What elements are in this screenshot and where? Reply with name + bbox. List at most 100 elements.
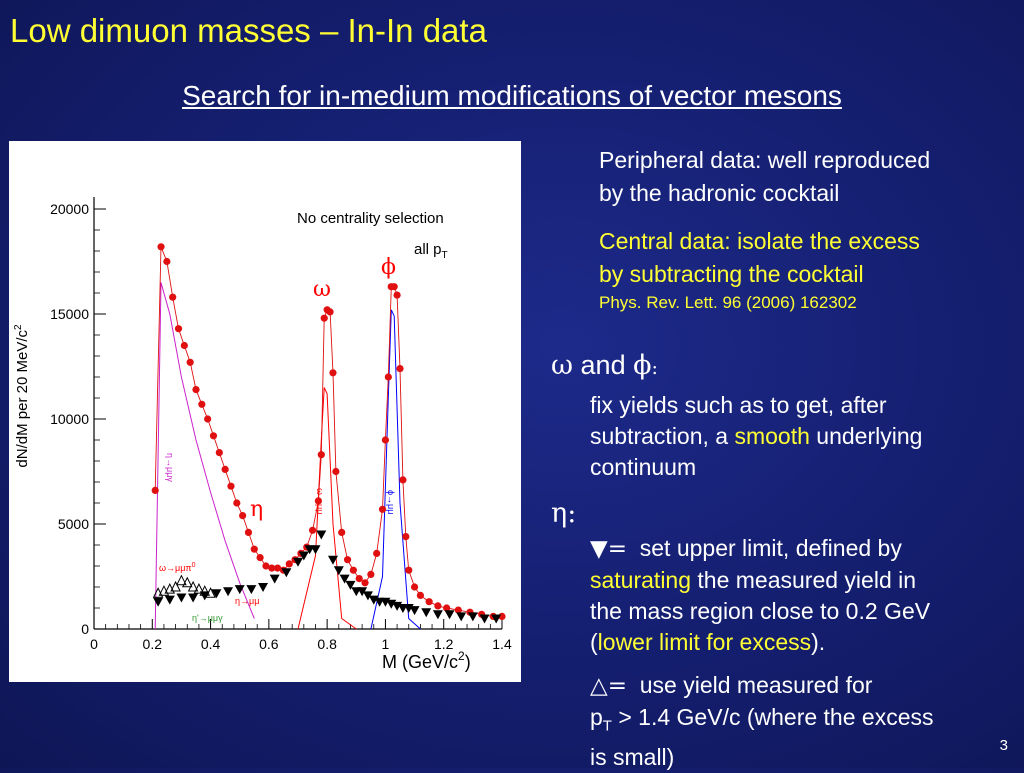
data-point: [317, 451, 325, 459]
data-point: [250, 545, 258, 553]
upper-limit-point: [357, 587, 368, 597]
upper-limit-point: [444, 610, 455, 620]
lower-limit-highlight: lower limit for excess: [597, 629, 812, 655]
eta-lower-line-1: △= use yield measured for: [590, 672, 873, 699]
omega-label: ω: [313, 277, 331, 302]
phi-label: ϕ: [381, 255, 396, 280]
upper-limit-point: [421, 608, 432, 618]
data-point: [384, 373, 392, 381]
eta-upper-line-3: the mass region close to 0.2 GeV: [590, 598, 931, 624]
data-point: [314, 497, 322, 505]
triangle-up-marker-icon: △=: [590, 673, 627, 699]
colon: :: [567, 498, 577, 529]
eta-dalitz-curve: [154, 282, 255, 630]
central-line-2: by subtracting the cocktail: [599, 261, 864, 287]
upper-limit-point: [246, 585, 257, 595]
lower-limit-point: [199, 585, 211, 596]
triangle-down-marker-icon: ▼=: [590, 536, 627, 562]
lower-limit-point: [193, 582, 205, 594]
data-point: [285, 560, 293, 568]
data-point: [326, 308, 334, 316]
eta-upper-line-1: ▼= set upper limit, defined by: [590, 535, 902, 562]
upper-limit-point: [467, 612, 478, 622]
phi-2mu-label: ϕ→μμ: [386, 490, 396, 514]
omega-curve: [297, 387, 357, 630]
data-point: [169, 293, 177, 301]
data-point: [151, 486, 159, 494]
data-point: [332, 467, 340, 476]
data-point: [410, 583, 419, 591]
lower-limit-point: [170, 580, 181, 592]
x-tick-label: 0.8: [317, 636, 337, 652]
data-point: [343, 556, 352, 564]
upper-limit-point: [281, 568, 292, 578]
upper-limit-point: [176, 593, 187, 603]
data-point: [157, 243, 165, 251]
data-point: [338, 528, 346, 536]
data-point: [274, 564, 282, 572]
upper-limit-point: [362, 591, 373, 601]
x-axis-label: M (GeV/c2): [382, 649, 471, 672]
central-line-1: Central data: isolate the excess: [599, 228, 920, 254]
data-point: [378, 505, 387, 513]
data-point: [256, 554, 264, 562]
data-point: [204, 415, 212, 423]
data-point: [349, 566, 357, 574]
x-tick-label: 0.4: [201, 636, 221, 652]
saturating-highlight: saturating: [590, 567, 692, 593]
data-point: [244, 528, 253, 536]
upper-limit-point: [409, 606, 420, 616]
lower-limit-point: [176, 574, 187, 586]
omega-phi-line-2: subtraction, a smooth underlying: [590, 423, 923, 449]
y-tick-label: 15000: [50, 306, 89, 322]
upper-limit-point: [345, 580, 356, 590]
upper-limit-point: [310, 545, 321, 555]
omega-phi-body: fix yields such as to get, after subtrac…: [590, 390, 922, 483]
upper-limit-point: [432, 610, 443, 620]
data-point: [402, 533, 410, 541]
upper-limit-point: [234, 585, 245, 595]
peripheral-text: Peripheral data: well reproduced by the …: [599, 144, 930, 210]
slide-subtitle: Search for in-medium modifications of ve…: [182, 80, 842, 111]
data-point: [198, 400, 206, 408]
page-number: 3: [999, 737, 1008, 754]
peripheral-line-2: by the hadronic cocktail: [599, 180, 840, 206]
data-point: [405, 566, 413, 574]
mass-spectrum-plot: 0 0.2 0.4 0.6 0.8 1 1.2 1.4 0 5000 10000 15000 20000…: [9, 141, 521, 682]
omega-phi-heading: ω and ϕ:: [551, 350, 658, 381]
data-point: [233, 499, 241, 507]
data-point: [192, 386, 200, 394]
y-tick-label: 20000: [50, 201, 89, 217]
upper-limit-point: [479, 614, 490, 624]
upper-limit-point: [456, 612, 467, 622]
y-tick-label: 0: [81, 621, 89, 637]
y-tick-label: 10000: [50, 411, 89, 427]
data-point: [399, 476, 407, 484]
data-point: [308, 526, 317, 534]
central-text: Central data: isolate the excess by subt…: [599, 225, 920, 291]
y-tick-label: 5000: [58, 516, 89, 532]
data-point: [373, 549, 381, 557]
data-point: [174, 325, 183, 333]
x-tick-label: 0.6: [259, 636, 279, 652]
upper-limit-point: [298, 551, 309, 561]
upper-limit-point: [164, 595, 175, 605]
lower-limit-point: [152, 587, 164, 598]
eta-dalitz-label: η→μμγ: [165, 453, 175, 482]
y-axis-label: dN/dM per 20 MeV/c2: [13, 324, 31, 468]
peripheral-line-1: Peripheral data: well reproduced: [599, 147, 931, 173]
data-point: [390, 283, 398, 291]
upper-limit-point: [153, 597, 164, 607]
eta-lower-line-3: is small): [590, 743, 675, 770]
data-point: [215, 449, 223, 457]
eta-lower-limit: △= use yield measured for pT > 1.4 GeV/c…: [590, 670, 934, 773]
data-point: [396, 365, 404, 373]
eta-upper-line-2: saturating the measured yield in: [590, 567, 917, 593]
and-text: and: [573, 350, 634, 380]
data-point: [355, 575, 363, 583]
upper-limit-point: [491, 614, 502, 624]
upper-limit-point: [339, 574, 350, 584]
lower-limit-point: [205, 587, 216, 598]
eta-upper-line-4: (lower limit for excess).: [590, 629, 826, 655]
phi-symbol: ϕ: [633, 350, 652, 381]
